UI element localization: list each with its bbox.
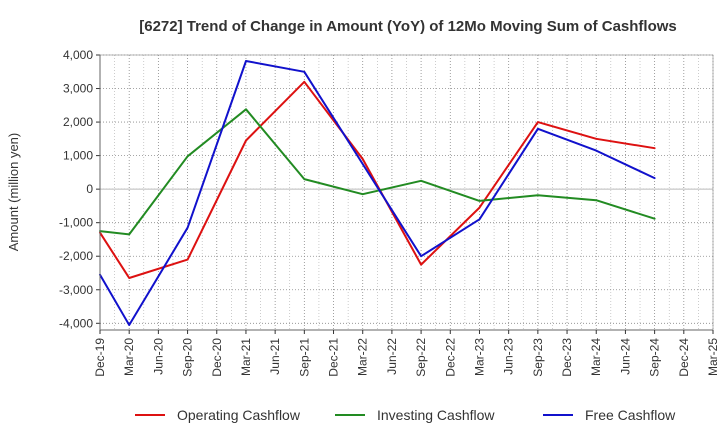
x-tick-label: Sep-20 [181,338,195,377]
x-tick-label: Jun-20 [151,338,165,375]
x-tick-label: Dec-20 [210,338,224,377]
y-tick-label: 1,000 [63,149,93,163]
legend-label: Free Cashflow [585,407,676,423]
x-tick-label: Dec-22 [443,338,457,377]
chart-title: [6272] Trend of Change in Amount (YoY) o… [139,18,677,35]
series-layer [99,60,656,326]
y-axis-label: Amount (million yen) [6,133,21,252]
grid-layer [99,54,714,330]
y-tick-label: 2,000 [63,115,93,129]
y-tick-label: -3,000 [59,283,93,297]
y-tick-label: -2,000 [59,249,93,263]
series-line-operating-cashflow [99,80,656,279]
legend-label: Investing Cashflow [377,407,495,423]
x-tick-label: Mar-23 [472,338,486,376]
legend-item-investing-cashflow: Investing Cashflow [335,407,495,423]
x-tick-label: Jun-24 [618,338,632,375]
x-tick-label: Mar-21 [239,338,253,376]
x-tick-label: Mar-24 [589,338,603,376]
legend-label: Operating Cashflow [177,407,301,423]
series-line-investing-cashflow [99,108,656,236]
legend: Operating Cashflow Investing Cashflow Free… [135,407,676,423]
y-tick-label: -4,000 [59,316,93,330]
series-line-free-cashflow [99,60,656,326]
y-tick-label: 0 [86,182,93,196]
x-tick-label: Mar-25 [706,338,720,376]
y-tick-label: 3,000 [63,82,93,96]
y-tick-label: 4,000 [63,48,93,62]
x-tick-label: Dec-23 [560,338,574,377]
x-tick-label: Jun-22 [385,338,399,375]
plot-area [100,55,713,330]
x-tick-label: Sep-22 [414,338,428,377]
x-tick-label: Sep-21 [297,338,311,377]
x-tick-label: Sep-24 [648,338,662,377]
x-tick-label: Mar-22 [356,338,370,376]
x-tick-label: Dec-19 [93,338,107,377]
x-tick-label: Jun-21 [268,338,282,375]
x-tick-label: Sep-23 [531,338,545,377]
plot-border [99,54,714,331]
tick-layer: 4,000 3,000 2,000 1,000 0 -1,000 -2,000 -3,000 -… [59,48,720,377]
y-tick-label: -1,000 [59,216,93,230]
x-tick-label: Dec-24 [677,338,691,377]
x-tick-label: Dec-21 [327,338,341,377]
x-tick-label: Mar-20 [122,338,136,376]
x-tick-label: Jun-23 [502,338,516,375]
legend-item-operating-cashflow: Operating Cashflow [135,407,301,423]
legend-item-free-cashflow: Free Cashflow [543,407,676,423]
